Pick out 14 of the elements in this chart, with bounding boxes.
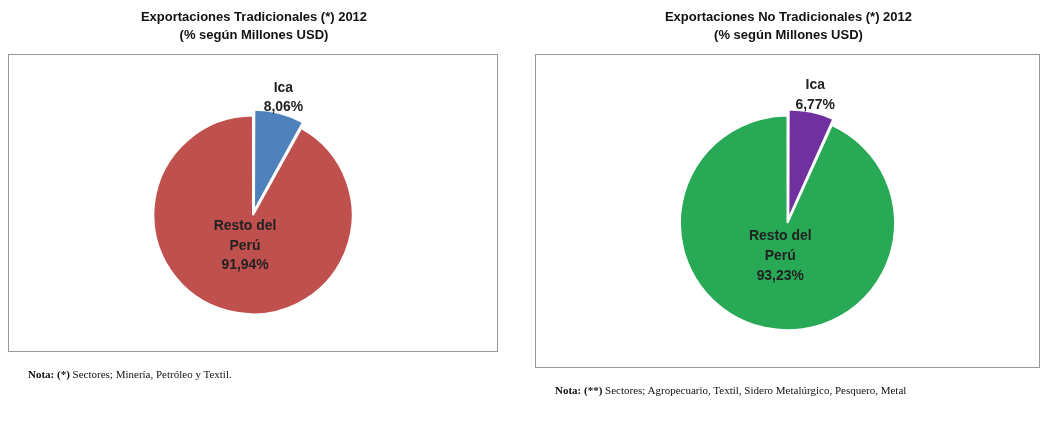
slice-label: Resto del Perú [213,216,277,253]
slice-label: Ica [273,78,294,95]
data-label: 93,23% [756,267,804,284]
text: Nota: (*) Sectores; Minería, Petróleo y Textil. [28,368,233,380]
slice-label: Resto del Perú [748,227,812,264]
chart-subtitle: (% según Millones USD) [178,26,330,44]
data-label: 8,06% [263,98,304,115]
data-label: 91,94% [221,256,269,273]
chart-title: Exportaciones No Tradicionales (*) 2012 [663,8,914,26]
text: Nota: (**) Sectores; Agropecuario, Textil, Sidero Metalúrgico, Pesquero, Metal [555,384,908,396]
chart-subtitle: (% según Millones USD) [713,26,864,44]
chart-title: Exportaciones Tradicionales (*) 2012 [139,8,369,26]
slice-label: Ica [805,75,826,92]
data-label: 6,77% [795,95,835,112]
